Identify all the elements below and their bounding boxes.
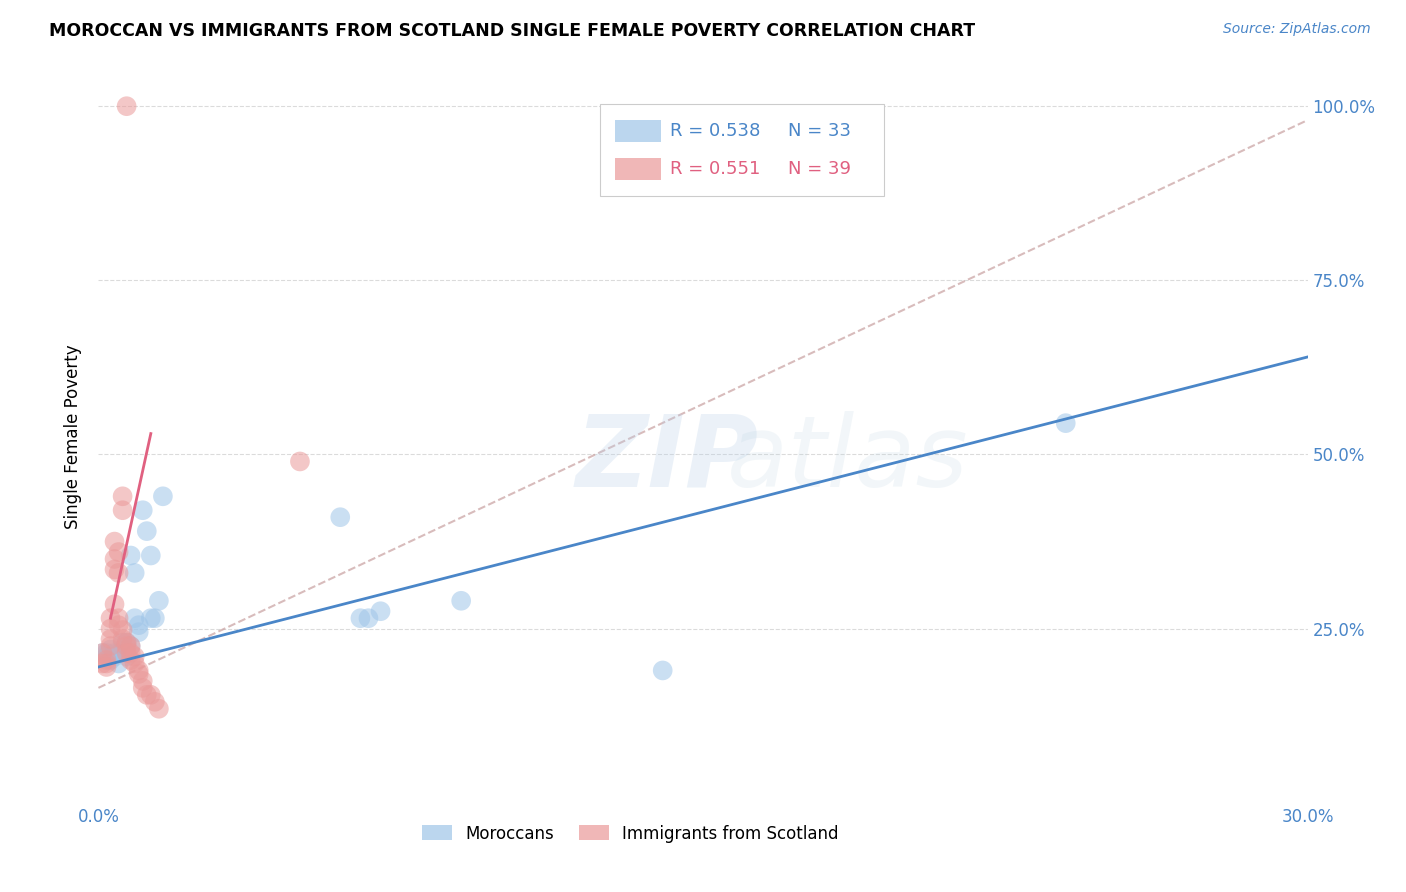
Text: Source: ZipAtlas.com: Source: ZipAtlas.com: [1223, 22, 1371, 37]
Point: [124, 649, 146, 664]
Point: [329, 510, 352, 524]
Point: [107, 657, 129, 671]
Point: [128, 667, 150, 681]
Text: ZIP: ZIP: [575, 410, 758, 508]
Point: [100, 611, 122, 625]
Point: [103, 534, 125, 549]
Point: [128, 618, 150, 632]
Point: [288, 454, 311, 468]
Point: [100, 622, 122, 636]
Point: [370, 604, 392, 618]
Point: [111, 635, 134, 649]
Point: [96, 657, 118, 671]
Point: [91, 646, 114, 660]
Point: [115, 646, 138, 660]
Point: [139, 549, 162, 563]
Point: [111, 489, 134, 503]
Point: [115, 99, 138, 113]
Point: [120, 639, 142, 653]
Point: [100, 632, 122, 646]
Point: [115, 649, 138, 664]
Point: [115, 635, 138, 649]
FancyBboxPatch shape: [600, 104, 884, 195]
Point: [132, 503, 155, 517]
Point: [1054, 416, 1077, 430]
Point: [103, 597, 125, 611]
Point: [148, 702, 170, 716]
Point: [96, 653, 118, 667]
Point: [107, 646, 129, 660]
Point: [143, 695, 166, 709]
Point: [100, 639, 122, 653]
Point: [128, 664, 150, 678]
Y-axis label: Single Female Poverty: Single Female Poverty: [65, 345, 83, 529]
Point: [124, 657, 146, 671]
Point: [111, 632, 134, 646]
Point: [124, 566, 146, 580]
Point: [111, 642, 134, 657]
Point: [128, 625, 150, 640]
Point: [96, 646, 118, 660]
Point: [96, 660, 118, 674]
Point: [132, 673, 155, 688]
Point: [111, 503, 134, 517]
Legend: Moroccans, Immigrants from Scotland: Moroccans, Immigrants from Scotland: [415, 818, 845, 849]
Point: [111, 623, 134, 637]
Point: [120, 646, 142, 660]
Point: [115, 635, 138, 649]
Point: [103, 649, 125, 664]
Point: [91, 646, 114, 660]
Point: [135, 688, 157, 702]
Point: [135, 524, 157, 538]
Text: R = 0.538: R = 0.538: [671, 122, 761, 140]
Point: [143, 611, 166, 625]
Point: [148, 594, 170, 608]
Point: [100, 642, 122, 657]
Point: [120, 549, 142, 563]
Point: [357, 611, 380, 625]
Point: [107, 618, 129, 632]
Point: [115, 639, 138, 653]
Point: [139, 688, 162, 702]
Point: [103, 646, 125, 660]
Point: [103, 562, 125, 576]
Point: [349, 611, 371, 625]
FancyBboxPatch shape: [614, 120, 661, 143]
Point: [139, 611, 162, 625]
Point: [124, 611, 146, 625]
Point: [120, 639, 142, 653]
Point: [107, 611, 129, 625]
Text: MOROCCAN VS IMMIGRANTS FROM SCOTLAND SINGLE FEMALE POVERTY CORRELATION CHART: MOROCCAN VS IMMIGRANTS FROM SCOTLAND SIN…: [49, 22, 976, 40]
Point: [651, 664, 673, 678]
Text: N = 39: N = 39: [787, 160, 851, 178]
Point: [120, 653, 142, 667]
Point: [132, 681, 155, 695]
Text: atlas: atlas: [727, 410, 969, 508]
FancyBboxPatch shape: [614, 158, 661, 179]
Point: [91, 657, 114, 671]
Point: [100, 653, 122, 667]
Point: [450, 594, 472, 608]
Point: [96, 649, 118, 664]
Point: [107, 545, 129, 559]
Point: [152, 489, 174, 503]
Text: R = 0.551: R = 0.551: [671, 160, 761, 178]
Text: N = 33: N = 33: [787, 122, 851, 140]
Point: [103, 552, 125, 566]
Point: [107, 566, 129, 580]
